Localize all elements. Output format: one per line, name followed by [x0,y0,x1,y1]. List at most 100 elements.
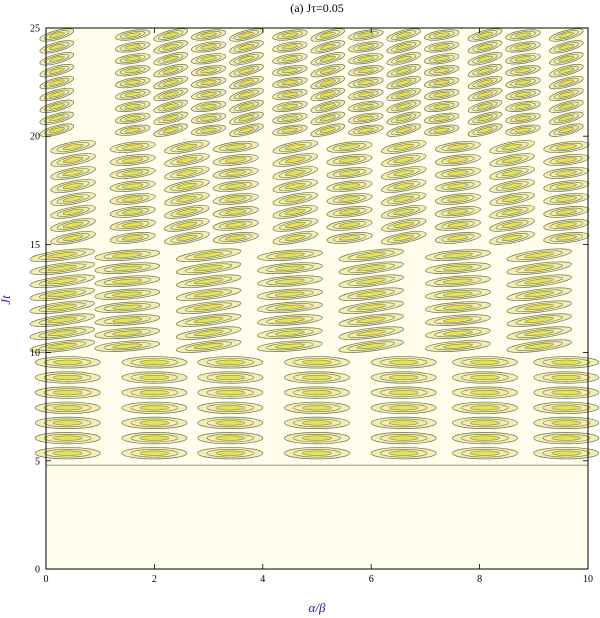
contour-blob [348,65,384,77]
contour-blob [212,167,259,179]
contour-blob [467,87,503,102]
contour-blob [39,111,75,125]
contour-blob [338,300,404,314]
contour-blob [115,65,151,77]
contour-blob [175,248,242,262]
contour-blob [338,287,404,301]
contour-blob [115,112,151,124]
contour-blob [424,100,460,112]
contour-blob [284,356,350,369]
contour-blob [424,77,460,89]
contour-blob [94,301,161,314]
contour-blob [506,326,572,340]
contour-blob [175,300,242,314]
contour-blob [326,180,373,192]
contour-blob [386,64,422,78]
contour-blob [109,154,156,166]
contour-blob [190,29,227,41]
contour-blob [386,52,422,66]
contour-blob [506,313,572,327]
contour-blob [543,193,590,205]
contour-blob [425,340,491,352]
contour-blob [229,28,264,42]
x-tick-label: 6 [369,574,374,585]
contour-blob [175,339,242,353]
contour-blob [121,431,188,445]
contour-blob [310,123,346,137]
contour-blob [548,99,584,114]
contour-blob [109,180,156,192]
contour-blob [425,262,491,275]
contour-blob [197,371,264,384]
contour-blob [175,287,242,301]
contour-blob [34,386,101,399]
contour-blob [212,141,259,153]
contour-blob [257,262,323,275]
contour-blob [533,371,600,384]
contour-blob [386,99,422,114]
y-tick-label: 20 [30,132,40,143]
contour-blob [505,88,541,101]
contour-blob [370,356,437,369]
contour-blob [489,231,535,245]
contour-blob [257,249,323,262]
contour-blob [326,232,373,244]
plot-frame [45,27,589,570]
contour-blob [272,153,319,167]
contour-blob [386,87,422,102]
contour-blob [272,88,308,101]
contour-blob [197,386,264,399]
contour-blob [39,40,75,54]
contour-blob [94,262,161,275]
x-tick-label: 2 [152,574,157,585]
contour-blob [50,179,96,193]
contour-blob [425,288,491,301]
contour-blob [348,100,384,112]
contour-blob [50,153,96,167]
contour-blob [190,112,227,124]
x-tick-label: 10 [583,574,593,585]
contour-blob [489,153,535,167]
contour-blob [543,219,590,231]
contour-blob [121,447,188,460]
contour-blob [548,28,584,42]
contour-blob [424,65,460,77]
contour-blob [370,386,437,399]
contour-blob [380,205,427,219]
contour-blob [121,416,188,430]
contour-blob [229,87,264,102]
y-tick-label: 15 [30,240,40,251]
contour-blob [489,140,535,154]
contour-blob [434,206,481,218]
contour-blob [467,40,503,54]
contour-blob [197,401,264,414]
contour-blob [153,52,189,66]
contour-blob [39,52,75,66]
contour-blob [310,28,346,42]
contour-blob [326,154,373,166]
contour-blob [39,75,75,90]
contour-blob [424,41,460,53]
contour-blob [115,41,151,53]
contour-blob [380,140,427,154]
contour-blob [506,261,572,275]
contour-blob [190,77,227,89]
contour-blob [505,29,541,41]
contour-blob [505,77,541,89]
contour-blob [310,87,346,102]
contour-blob [115,53,151,65]
contour-blob [190,41,227,53]
contour-blob [348,29,384,41]
contour-blob [310,75,346,90]
contour-blob [175,326,242,340]
contour-blob [50,205,96,219]
contour-blob [425,249,491,262]
contour-blob [34,431,101,445]
contour-blob [338,274,404,288]
contour-blob [34,416,101,430]
contour-blob [212,232,259,244]
contour-blob [310,64,346,78]
contour-blob [34,371,101,384]
contour-blob [348,88,384,101]
